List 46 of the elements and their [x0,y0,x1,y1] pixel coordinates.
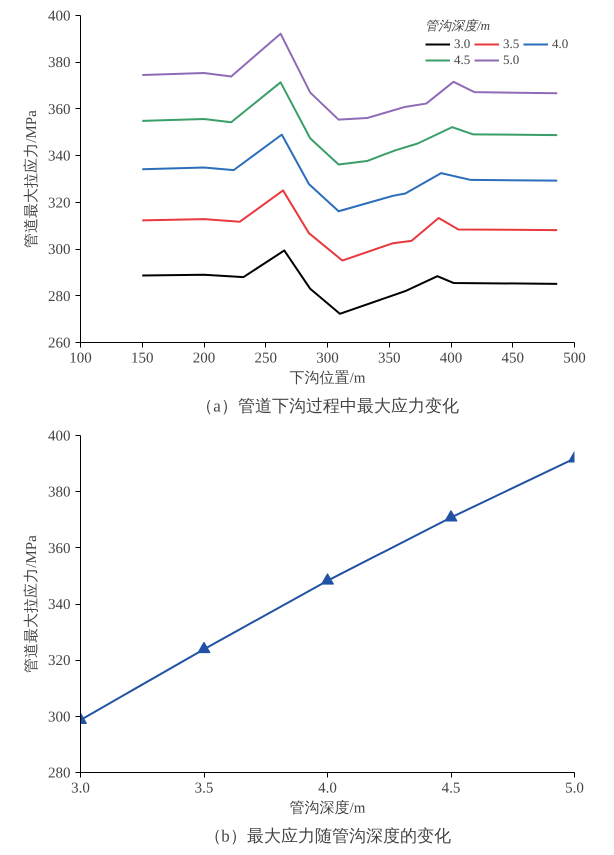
x-tick-label: 300 [316,350,339,366]
legend-label: 4.0 [552,36,570,52]
x-tick-label: 3.0 [71,780,90,796]
legend-title: 管沟深度/m [425,17,491,35]
legend-label: 4.5 [454,52,472,68]
y-tick-label: 400 [48,8,70,24]
y-tick-label: 340 [48,148,70,165]
x-tick-label: 5.0 [565,780,584,796]
x-axis-title: 管沟深度/m [290,800,366,816]
x-tick-label: 100 [69,350,92,366]
y-axis-title: 管道最大拉应力/MPa [23,534,40,673]
y-tick-label: 260 [48,336,70,352]
x-tick-label: 4.5 [442,780,460,796]
x-tick-label: 400 [440,350,462,366]
y-tick-label: 320 [48,195,70,212]
x-tick-label: 450 [502,350,524,366]
line-series [141,249,558,315]
y-tick-label: 280 [48,288,70,305]
legend-label: 5.0 [503,52,520,68]
point [321,573,334,585]
text: （a）管道下沟过程中最大应力变化 [196,396,459,416]
legend-label: 3.5 [503,36,520,52]
line-series [141,134,558,212]
y-tick-label: 300 [48,709,70,726]
x-tick-label: 3.5 [194,780,214,796]
y-tick-label: 360 [48,540,70,557]
line-series [141,81,558,166]
y-tick-label: 280 [48,766,70,782]
y-tick-label: 320 [48,653,70,670]
y-tick-label: 380 [48,484,70,501]
x-tick-label: 200 [192,350,216,366]
x-tick-label: 350 [378,350,400,366]
x-tick-label: 250 [254,350,277,366]
y-tick-label: 400 [48,428,70,444]
line-series [141,189,558,262]
x-axis-title: 下沟位置/m [290,370,366,386]
y-tick-label: 300 [48,242,70,258]
y-tick-label: 340 [48,597,70,613]
y-axis-title: 管道最大拉应力/MPa [23,110,40,248]
text: （b）最大应力随管沟深度的变化 [204,826,451,846]
x-tick-label: 500 [563,350,586,366]
x-tick-label: 150 [131,350,154,366]
y-tick-label: 380 [48,55,70,72]
y-tick-label: 360 [48,102,70,118]
x-tick-label: 4.0 [318,780,337,796]
legend-label: 3.0 [454,36,472,52]
